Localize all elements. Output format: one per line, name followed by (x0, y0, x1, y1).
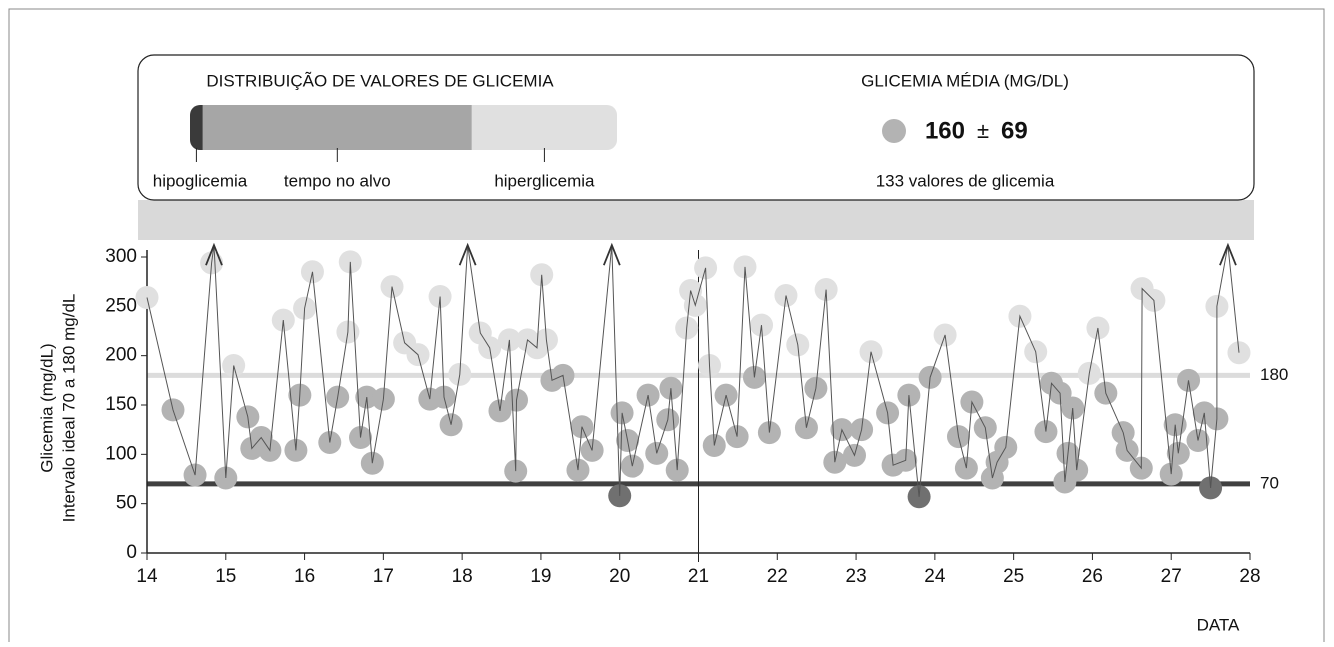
sd-value: 69 (1001, 117, 1028, 144)
reading (733, 255, 757, 279)
reading (1227, 341, 1251, 365)
segment-label: hiperglicemia (494, 171, 595, 190)
y-tick-label: 100 (105, 443, 137, 464)
y-tick-label: 0 (126, 542, 137, 563)
y-tick-label: 250 (105, 295, 137, 316)
x-tick-label: 16 (294, 566, 315, 587)
reference-label: 180 (1260, 365, 1288, 384)
x-tick-label: 23 (846, 566, 867, 587)
x-tick-label: 19 (530, 566, 551, 587)
x-tick-label: 22 (767, 566, 788, 587)
x-tick-label: 21 (688, 566, 709, 587)
x-tick-label: 27 (1161, 566, 1182, 587)
bar-segment (202, 105, 472, 150)
summary-box (137, 54, 1255, 201)
x-tick-label: 18 (452, 566, 473, 587)
bar-segment (190, 105, 203, 150)
plus-minus: ± (977, 118, 989, 143)
frame (8, 8, 1325, 642)
y-axis-label: Glicemia (mg/dL) (37, 343, 56, 472)
count-label: 133 valores de glicemia (876, 171, 1055, 190)
x-tick-label: 28 (1239, 566, 1260, 587)
x-tick-label: 24 (924, 566, 946, 587)
mean-icon (882, 119, 906, 143)
x-tick-label: 17 (373, 566, 394, 587)
segment-label: tempo no alvo (284, 171, 391, 190)
y-tick-label: 150 (105, 394, 137, 415)
summary-title: DISTRIBUIÇÃO DE VALORES DE GLICEMIA (206, 71, 554, 90)
mean-title: GLICEMIA MÉDIA (MG/DL) (861, 71, 1069, 90)
mean-value: 160 (925, 117, 965, 144)
y-axis-label: Intervalo ideal 70 a 180 mg/dL (59, 294, 78, 523)
y-tick-label: 50 (116, 493, 137, 514)
band (138, 200, 1254, 240)
x-axis-label: DATA (1197, 615, 1240, 634)
x-tick-label: 20 (609, 566, 630, 587)
reading (530, 263, 554, 287)
y-tick-label: 300 (105, 246, 137, 267)
segment-label: hipoglicemia (153, 171, 248, 190)
x-tick-label: 15 (215, 566, 236, 587)
off-scale-arrow (603, 242, 621, 266)
off-scale-arrow (205, 242, 223, 266)
off-scale-arrow (1219, 242, 1237, 266)
off-scale-arrow (458, 242, 477, 266)
distribution-bar (190, 105, 617, 150)
x-tick-label: 25 (1003, 566, 1024, 587)
y-tick-label: 200 (105, 345, 137, 366)
reading (814, 278, 838, 302)
x-tick-label: 14 (136, 566, 158, 587)
reference-label: 70 (1260, 473, 1279, 492)
bar-segment (471, 105, 617, 150)
reading-line (146, 245, 1240, 497)
x-tick-label: 26 (1082, 566, 1103, 587)
reading (135, 285, 159, 309)
